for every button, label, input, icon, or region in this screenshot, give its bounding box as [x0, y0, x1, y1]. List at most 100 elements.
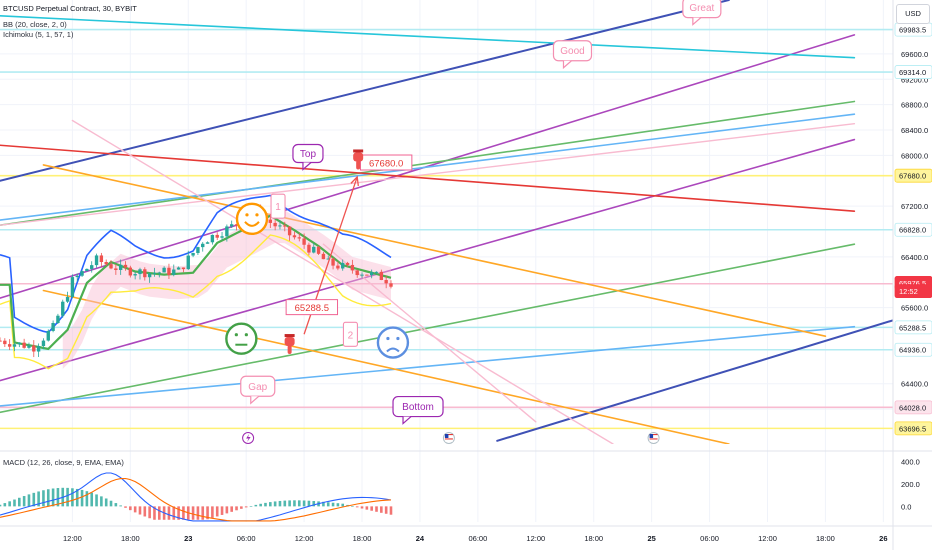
price-tick-label: 65600.0	[901, 304, 928, 313]
time-tick-label: 18:00	[584, 534, 603, 543]
macd-pane	[0, 472, 393, 522]
candle-body	[114, 268, 118, 270]
ichimoku-legend[interactable]: Ichimoku (5, 1, 57, 1)	[3, 30, 74, 39]
callout-text: Good	[560, 46, 584, 57]
macd-histogram-bar	[124, 506, 127, 508]
macd-histogram-bar	[177, 506, 180, 520]
candle-body	[22, 342, 26, 348]
trend-line	[496, 319, 893, 442]
candle-body	[345, 262, 350, 265]
macd-histogram-bar	[22, 496, 26, 507]
candle-body	[143, 269, 147, 278]
candle-body	[384, 279, 388, 284]
macd-histogram-bar	[51, 488, 55, 507]
macd-histogram-bar	[143, 506, 147, 517]
wave-number-box: 1	[270, 193, 286, 219]
macd-signal-line	[0, 477, 392, 522]
candle-body	[374, 271, 379, 273]
trend-line	[0, 100, 856, 226]
price-tag: 69314.0	[894, 65, 932, 79]
face-outline	[225, 322, 258, 355]
price-tag-text: 69314.0	[899, 68, 926, 77]
macd-histogram-bar	[225, 506, 229, 514]
time-tick-label: 06:00	[237, 534, 256, 543]
callout-annotation: Top	[292, 143, 324, 171]
candle-body	[123, 264, 128, 268]
candle-body	[51, 322, 55, 331]
macd-histogram-bar	[153, 506, 156, 520]
hand-cuff	[353, 149, 364, 153]
macd-histogram-bar	[326, 502, 330, 507]
callout-tail	[562, 60, 572, 70]
candle-body	[32, 345, 36, 352]
candle-body	[215, 234, 219, 238]
candle-body	[205, 242, 210, 244]
candle-body	[90, 265, 94, 269]
happy-face-icon	[235, 202, 269, 236]
event-lightning-icon	[242, 432, 255, 444]
trend-line	[0, 122, 856, 226]
currency-button[interactable]: USD	[896, 4, 930, 24]
macd-histogram-bar	[46, 489, 50, 507]
bollinger-legend[interactable]: BB (20, close, 2, 0)	[3, 20, 67, 29]
price-label-box	[285, 299, 339, 316]
macd-histogram-bar	[167, 506, 171, 520]
price-tag: 66828.0	[894, 222, 932, 237]
macd-histogram-bar	[331, 502, 335, 507]
macd-histogram-bar	[119, 505, 122, 507]
macd-histogram-bar	[230, 506, 233, 512]
callout-annotation: Bottom	[392, 395, 444, 425]
pointing-hand-icon	[284, 334, 295, 355]
price-tag-box	[894, 342, 932, 357]
candle-body	[360, 274, 364, 276]
trend-line	[42, 164, 827, 337]
callout-bubble	[682, 0, 722, 19]
candle-body	[389, 283, 393, 287]
callout-annotation: Great	[682, 0, 722, 26]
flag-stripe	[444, 440, 453, 442]
neutral-face-icon	[225, 322, 258, 355]
macd-histogram-bar	[157, 506, 161, 520]
macd-histogram-bar	[254, 504, 258, 507]
candle-body	[336, 265, 340, 269]
candle-body	[225, 226, 229, 237]
candle-body	[176, 267, 181, 270]
price-tick-label: 68800.0	[901, 101, 928, 110]
macd-histogram-bar	[351, 506, 354, 507]
candle-body	[312, 246, 316, 253]
bb-upper-band	[0, 194, 392, 334]
macd-histogram-bar	[259, 503, 262, 507]
macd-histogram-bar	[172, 506, 176, 520]
candle-body	[181, 267, 186, 270]
price-tag: 12:52	[894, 284, 932, 299]
macd-histogram-bar	[196, 506, 200, 520]
arrow-head	[350, 175, 359, 186]
macd-histogram-bar	[109, 500, 113, 507]
face-eye	[244, 333, 248, 337]
macd-histogram-bar	[18, 497, 21, 507]
macd-legend[interactable]: MACD (12, 26, close, 9, EMA, EMA)	[3, 458, 124, 467]
flag-stripe	[649, 438, 658, 440]
candle-body	[133, 274, 137, 276]
candle-body	[3, 340, 7, 345]
event-flag-icon	[647, 432, 660, 444]
candle-body	[283, 225, 287, 227]
macd-histogram-bar	[42, 490, 45, 507]
price-tag-text: 65976.5	[899, 279, 926, 288]
macd-histogram-bar	[211, 506, 214, 518]
candle-body	[46, 330, 50, 341]
unhappy-face-icon	[376, 326, 410, 359]
macd-histogram-bar	[249, 506, 253, 507]
macd-histogram-bar	[66, 487, 69, 507]
macd-histogram-bar	[133, 506, 137, 513]
symbol-legend[interactable]: BTCUSD Perpetual Contract, 30, BYBIT	[3, 4, 137, 13]
macd-histogram-bar	[235, 506, 238, 511]
time-tick-label: 18:00	[353, 534, 372, 543]
candle-body	[99, 255, 104, 263]
candle-body	[196, 247, 200, 254]
face-eye	[386, 336, 390, 341]
time-tick-label: 12:00	[63, 534, 82, 543]
callout-text: Top	[300, 149, 317, 160]
